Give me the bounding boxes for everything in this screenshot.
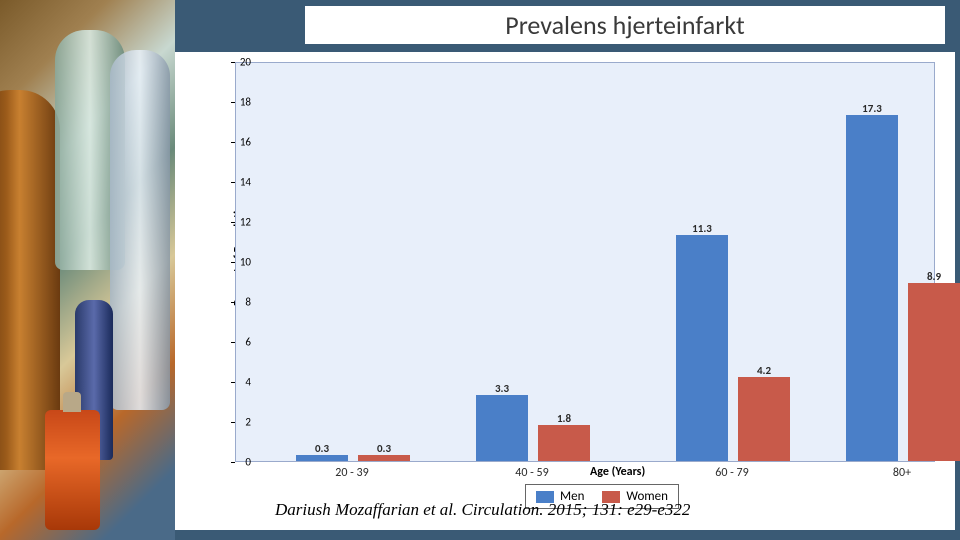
bar-value-label: 0.3 [315, 442, 329, 455]
y-tick-mark [231, 422, 235, 423]
bar-men-1 [476, 395, 528, 461]
bar-value-label: 0.3 [377, 442, 391, 455]
y-tick-label: 4 [245, 376, 251, 389]
bar-value-label: 17.3 [862, 102, 882, 115]
content-area: Prevalens hjerteinfarkt Percent of Popul… [175, 0, 960, 540]
y-tick-label: 14 [240, 176, 251, 189]
y-tick-label: 20 [240, 56, 251, 69]
x-category-label: 20 - 39 [335, 466, 368, 480]
y-tick-mark [231, 102, 235, 103]
bar-men-3 [846, 115, 898, 461]
bar-women-3 [908, 283, 960, 461]
bar-men-2 [676, 235, 728, 461]
bar-men-0 [296, 455, 348, 461]
bottle-clear [110, 50, 170, 410]
bar-value-label: 1.8 [557, 412, 571, 425]
bar-women-0 [358, 455, 410, 461]
bar-value-label: 4.2 [757, 364, 771, 377]
y-tick-mark [231, 142, 235, 143]
bar-value-label: 3.3 [495, 382, 509, 395]
y-tick-label: 6 [245, 336, 251, 349]
bar-value-label: 11.3 [692, 222, 712, 235]
bar-women-1 [538, 425, 590, 461]
bar-value-label: 8.9 [927, 270, 941, 283]
y-tick-mark [231, 222, 235, 223]
y-tick-mark [231, 62, 235, 63]
y-tick-mark [231, 382, 235, 383]
x-category-label: 40 - 59 [515, 466, 548, 480]
x-category-label: 80+ [893, 466, 911, 480]
y-tick-mark [231, 342, 235, 343]
y-tick-label: 0 [245, 456, 251, 469]
y-tick-mark [231, 302, 235, 303]
y-tick-mark [231, 462, 235, 463]
decorative-photo-bottles [0, 0, 175, 540]
y-tick-label: 10 [240, 256, 251, 269]
y-tick-label: 16 [240, 136, 251, 149]
bottle-orange-label [45, 410, 100, 530]
page-title: Prevalens hjerteinfarkt [505, 9, 744, 41]
bar-chart-plot: 0.30.33.31.811.34.217.38.9 [235, 62, 935, 462]
bar-women-2 [738, 377, 790, 461]
x-axis-label: Age (Years) [590, 465, 645, 479]
y-tick-mark [231, 182, 235, 183]
x-category-label: 60 - 79 [715, 466, 748, 480]
title-bar: Prevalens hjerteinfarkt [305, 6, 945, 44]
y-tick-mark [231, 262, 235, 263]
citation-text: Dariush Mozaffarian et al. Circulation. … [275, 500, 690, 520]
y-tick-label: 8 [245, 296, 251, 309]
chart-card: Percent of Population 0.30.33.31.811.34.… [175, 52, 955, 530]
y-tick-label: 2 [245, 416, 251, 429]
slide: Prevalens hjerteinfarkt Percent of Popul… [0, 0, 960, 540]
y-tick-label: 12 [240, 216, 251, 229]
y-tick-label: 18 [240, 96, 251, 109]
